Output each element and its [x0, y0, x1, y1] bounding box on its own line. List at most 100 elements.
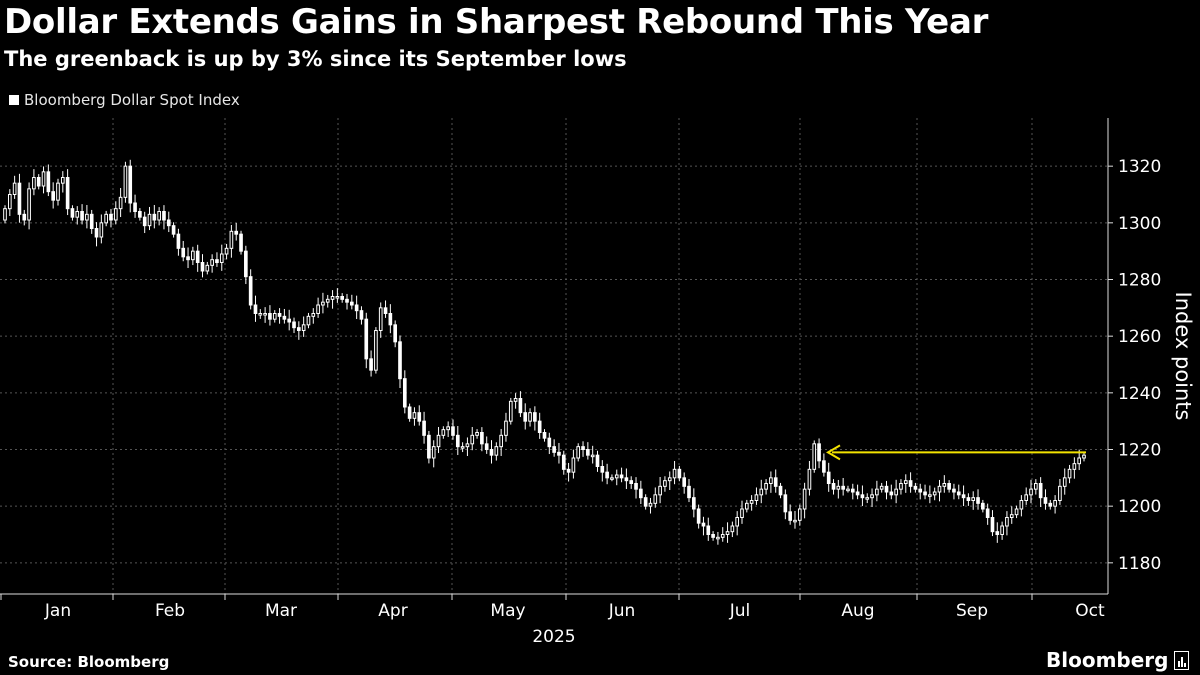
- candle-body-up: [875, 488, 879, 496]
- candle-body-up: [147, 213, 152, 227]
- candle: [841, 477, 845, 496]
- candle-body-up: [475, 432, 479, 436]
- y-axis-title: Index points: [1171, 292, 1195, 421]
- candle: [504, 412, 508, 442]
- candle: [667, 471, 672, 491]
- candle: [619, 467, 624, 483]
- candle: [547, 432, 552, 455]
- candle-body-up: [508, 400, 513, 422]
- candle: [744, 499, 749, 513]
- candle: [181, 240, 186, 262]
- candle: [489, 440, 494, 464]
- candle-body-down: [639, 488, 643, 499]
- candle: [899, 479, 903, 495]
- candle: [696, 504, 701, 529]
- candle-body-down: [46, 171, 51, 193]
- candle-body-down: [480, 432, 484, 445]
- candle: [229, 224, 234, 258]
- candle: [913, 482, 918, 493]
- candle-body-up: [725, 531, 730, 536]
- candle-body-up: [460, 446, 465, 449]
- candle-body-down: [692, 497, 696, 510]
- candle: [316, 297, 320, 318]
- candle-body-up: [465, 443, 470, 448]
- candle-body-up: [7, 194, 12, 210]
- candle: [1072, 457, 1077, 479]
- candle-body-up: [971, 497, 976, 501]
- candle: [1009, 506, 1014, 524]
- candle: [826, 462, 831, 492]
- candle-body-down: [89, 213, 94, 229]
- candle-body-down: [566, 468, 571, 473]
- candle: [109, 208, 113, 228]
- candle-body-up: [903, 480, 908, 484]
- candle-body-up: [1029, 488, 1033, 496]
- candle: [643, 494, 648, 510]
- candle: [663, 476, 667, 492]
- candle-body-down: [22, 213, 27, 221]
- candle: [142, 211, 147, 234]
- candle: [557, 442, 561, 464]
- candle-body-down: [706, 525, 711, 535]
- candle: [3, 205, 7, 224]
- candle: [258, 309, 263, 319]
- candle-body-up: [648, 502, 653, 507]
- candle: [306, 312, 311, 329]
- candle: [239, 230, 243, 255]
- candle: [600, 460, 605, 482]
- candle: [894, 479, 898, 504]
- candle-body-up: [99, 222, 104, 238]
- candle-body-up: [870, 494, 874, 499]
- legend: Bloomberg Dollar Spot Index: [9, 91, 240, 109]
- y-tick-label: 1260: [1118, 327, 1161, 347]
- candle: [475, 429, 479, 439]
- candle: [359, 306, 364, 325]
- candle: [634, 477, 638, 499]
- candle-body-down: [65, 177, 70, 210]
- candle: [292, 317, 296, 334]
- candle-body-up: [157, 211, 161, 221]
- candle-body-up: [306, 315, 311, 326]
- candle-body-down: [133, 202, 137, 212]
- candle: [855, 484, 860, 500]
- candle-body-down: [981, 502, 985, 510]
- candle-body-down: [171, 225, 176, 235]
- candle: [508, 397, 513, 425]
- candle: [287, 309, 292, 331]
- candle: [595, 450, 600, 472]
- candle-body-up: [494, 446, 499, 456]
- candle-body-down: [523, 412, 528, 422]
- candle-body-up: [330, 296, 335, 300]
- chart-title: Dollar Extends Gains in Sharpest Rebound…: [4, 2, 989, 42]
- candle: [576, 443, 581, 462]
- candle: [850, 483, 855, 500]
- candle-body-up: [754, 494, 759, 502]
- candle-body-down: [831, 483, 836, 490]
- candle: [692, 488, 696, 518]
- candle: [244, 245, 248, 285]
- candle-body-down: [402, 378, 407, 408]
- candle-body-down: [354, 304, 359, 312]
- candle: [740, 500, 744, 524]
- candle-body-up: [749, 500, 754, 504]
- candle-body-up: [899, 483, 903, 490]
- candle-body-up: [769, 477, 773, 485]
- candle: [99, 214, 104, 244]
- x-tick-label-apr: Apr: [378, 601, 407, 621]
- candle-body-down: [253, 304, 258, 314]
- candle-body-down: [855, 491, 860, 496]
- candle: [1058, 478, 1062, 505]
- candle-body-up: [224, 247, 229, 255]
- candle: [860, 485, 865, 507]
- candle-body-up: [894, 488, 898, 496]
- x-axis-year-label: 2025: [532, 627, 575, 647]
- candle-body-down: [682, 477, 687, 487]
- candle-body-up: [56, 182, 60, 201]
- candle-body-down: [624, 477, 629, 482]
- candle-body-down: [407, 406, 412, 419]
- candle: [706, 517, 711, 541]
- candle: [590, 445, 595, 464]
- candle-body-up: [836, 485, 841, 490]
- candle: [918, 483, 923, 500]
- candle-body-down: [181, 247, 186, 258]
